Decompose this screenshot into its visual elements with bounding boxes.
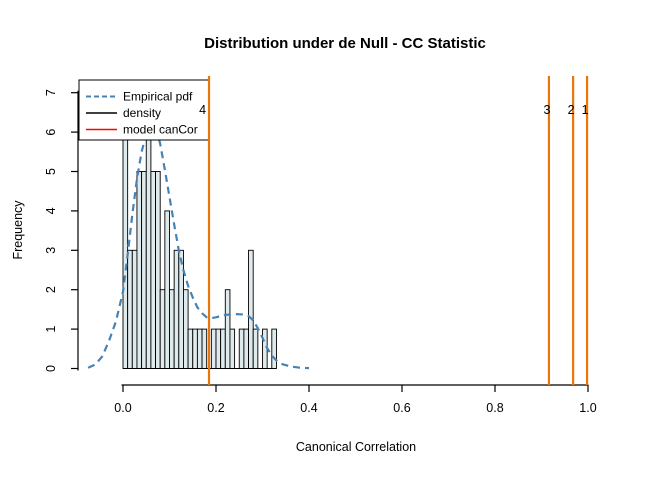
histogram-bar	[224, 289, 231, 369]
histogram-bar	[127, 249, 133, 369]
legend: Empirical pdf density model canCor	[78, 79, 210, 141]
y-tick-label: 1	[44, 326, 58, 333]
density-curve	[87, 123, 310, 370]
legend-item-label: Empirical pdf	[123, 90, 193, 104]
y-tick-label: 0	[44, 365, 58, 372]
legend-item-label: density	[123, 106, 161, 120]
x-tick-label: 0.2	[207, 401, 224, 415]
y-tick-label: 2	[44, 286, 58, 293]
histogram-bar	[155, 171, 161, 369]
histogram-bar	[248, 249, 254, 369]
histogram-bar	[178, 249, 184, 369]
x-axis-label: Canonical Correlation	[296, 440, 416, 454]
vline-label-4: 4	[199, 103, 206, 117]
histogram-bar	[252, 328, 259, 369]
histogram-bar	[187, 328, 194, 369]
vline-label-2: 2	[568, 103, 575, 117]
y-tick-label: 5	[44, 168, 58, 175]
x-tick-label: 0.6	[393, 401, 410, 415]
histogram-bar	[192, 328, 198, 369]
histogram-bar	[164, 210, 170, 369]
y-tick-label: 7	[44, 89, 58, 96]
histogram-bar	[210, 328, 217, 369]
x-tick-label: 0.4	[300, 401, 317, 415]
y-tick-label: 6	[44, 129, 58, 136]
x-tick-label: 0.8	[486, 401, 503, 415]
histogram-bar	[136, 171, 143, 369]
legend-item-label: model canCor	[123, 123, 198, 137]
histogram-bar	[159, 289, 166, 369]
histogram-bars	[122, 92, 277, 369]
histogram-bar	[182, 289, 189, 369]
histogram-bar	[238, 328, 245, 369]
y-tick-label: 3	[44, 247, 58, 254]
histogram-bar	[173, 249, 180, 369]
vline-label-1: 1	[582, 103, 589, 117]
histogram-bar	[122, 131, 129, 369]
histogram-bar	[215, 328, 222, 369]
histogram-bar	[169, 289, 175, 369]
histogram-bar	[220, 328, 226, 369]
chart-title: Distribution under de Null - CC Statisti…	[204, 35, 486, 52]
histogram-bar	[229, 328, 236, 369]
histogram-bar	[201, 328, 208, 369]
histogram-bar	[141, 171, 147, 369]
histogram-bar	[131, 249, 138, 369]
x-tick-label: 1.0	[579, 401, 596, 415]
histogram-bar	[271, 328, 277, 369]
vline-label-3: 3	[543, 103, 550, 117]
histogram-bar	[243, 328, 249, 369]
density-curve-group	[87, 123, 310, 370]
y-axis-label: Frequency	[11, 200, 25, 260]
x-tick-label: 0.0	[114, 401, 131, 415]
y-tick-label: 4	[44, 207, 58, 214]
histogram-bar	[150, 171, 156, 369]
histogram-bar	[196, 328, 203, 369]
